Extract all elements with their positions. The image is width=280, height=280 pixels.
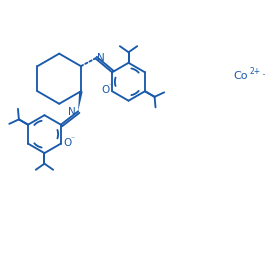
Text: ⁻: ⁻ [71,134,75,143]
Text: O: O [64,137,72,148]
Text: 2+: 2+ [249,67,260,76]
Polygon shape [78,91,83,111]
Text: ⁻: ⁻ [108,81,113,90]
Text: O: O [101,85,109,95]
Text: ·: · [261,69,265,82]
Text: N: N [97,53,104,62]
Text: N: N [68,107,76,117]
Text: Co: Co [233,71,248,81]
